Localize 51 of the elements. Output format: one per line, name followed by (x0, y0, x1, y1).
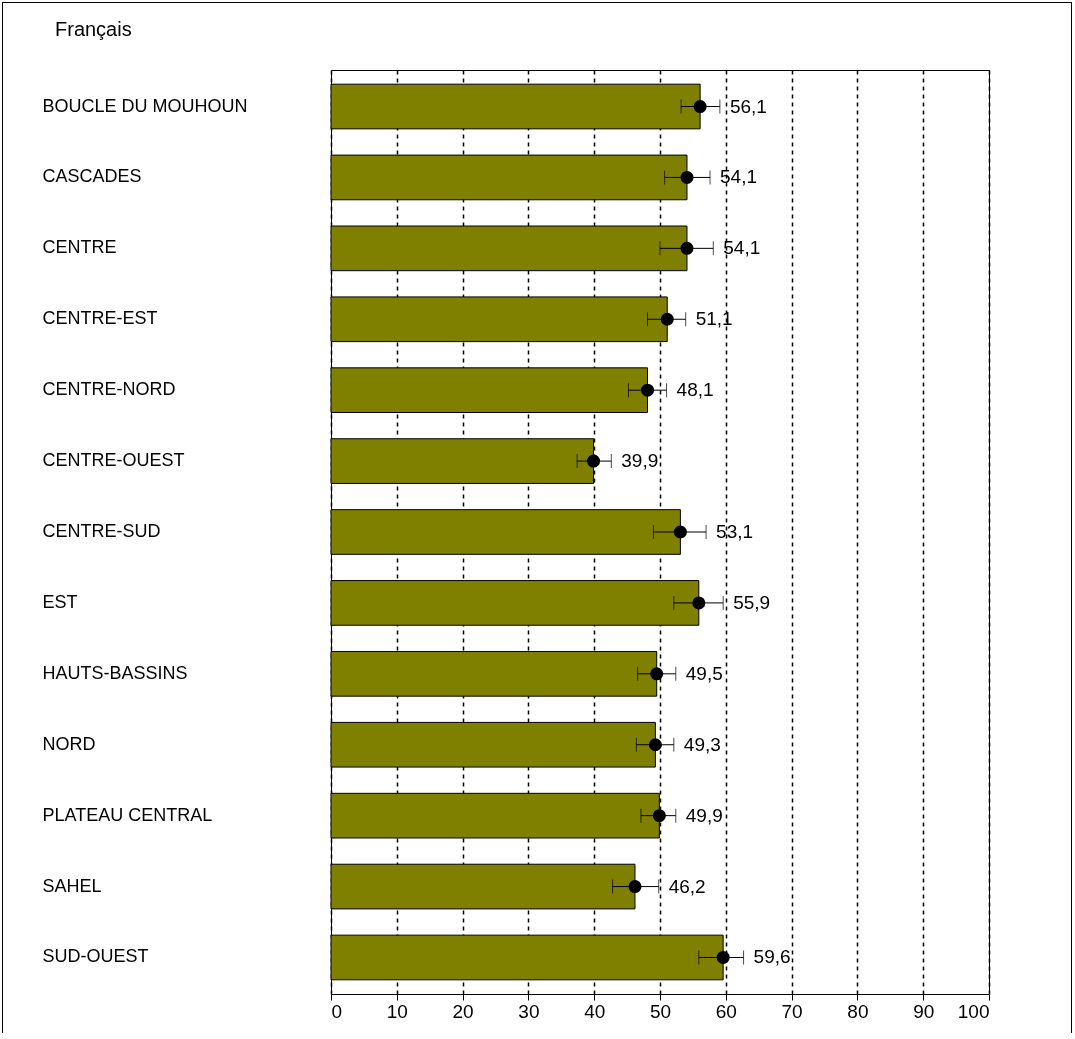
point (650, 667, 664, 681)
y-tick-label: CENTRE (42, 237, 117, 258)
data-label: 54,1 (723, 237, 761, 259)
data-label: 49,5 (685, 662, 723, 684)
point (680, 241, 694, 255)
x-tick-label: 70 (781, 1000, 803, 1022)
point (693, 100, 707, 114)
y-tick-label: CENTRE-OUEST (42, 450, 185, 471)
point (673, 525, 687, 539)
point (640, 383, 655, 397)
data-label: 39,9 (621, 450, 659, 472)
y-tick-label: SAHEL (42, 875, 102, 896)
data-label: 59,6 (753, 946, 791, 968)
x-tick-label: 100 (957, 1000, 990, 1022)
x-tick-label: 50 (649, 1000, 672, 1022)
y-tick-label: PLATEAU CENTRAL (42, 804, 213, 825)
x-tick-label: 0 (331, 1000, 343, 1022)
text: Français (55, 18, 132, 40)
data-label: 46,2 (668, 875, 706, 897)
y-tick-label: SUD-OUEST (42, 946, 149, 967)
x-tick-label: 30 (518, 1000, 540, 1022)
data-label: 51,1 (695, 308, 733, 330)
y-tick-label: CENTRE-NORD (42, 379, 176, 400)
y-tick-label: HAUTS-BASSINS (42, 662, 188, 683)
x-tick-label: 60 (715, 1000, 737, 1022)
point (716, 950, 730, 964)
data-label: 48,1 (676, 379, 714, 401)
data-label: 54,1 (720, 166, 757, 188)
y-tick-label: BOUCLE DU MOUHOUN (42, 95, 248, 116)
x-tick-label: 10 (386, 1000, 408, 1022)
data-label: 56,1 (729, 95, 767, 117)
x-tick-label: 40 (584, 1000, 606, 1022)
data-label: 55,9 (733, 591, 771, 613)
point (628, 880, 642, 894)
x-tick-label: 90 (913, 1000, 935, 1022)
point (587, 454, 601, 468)
point (652, 809, 666, 823)
point (660, 312, 674, 326)
x-tick-label: 20 (452, 1000, 474, 1022)
y-tick-label: EST (42, 591, 78, 612)
data-label: 49,9 (685, 804, 723, 826)
y-tick-label: CENTRE-SUD (42, 521, 161, 541)
point (648, 738, 662, 752)
x-tick-label: 80 (847, 1000, 869, 1022)
data-label: 49,3 (683, 733, 721, 755)
point (680, 170, 694, 184)
y-tick-label: CENTRE-EST (42, 308, 158, 329)
y-tick-label: NORD (42, 733, 96, 754)
point (692, 596, 706, 610)
data-label: 53,1 (716, 521, 754, 542)
y-tick-label: CASCADES (42, 166, 142, 187)
